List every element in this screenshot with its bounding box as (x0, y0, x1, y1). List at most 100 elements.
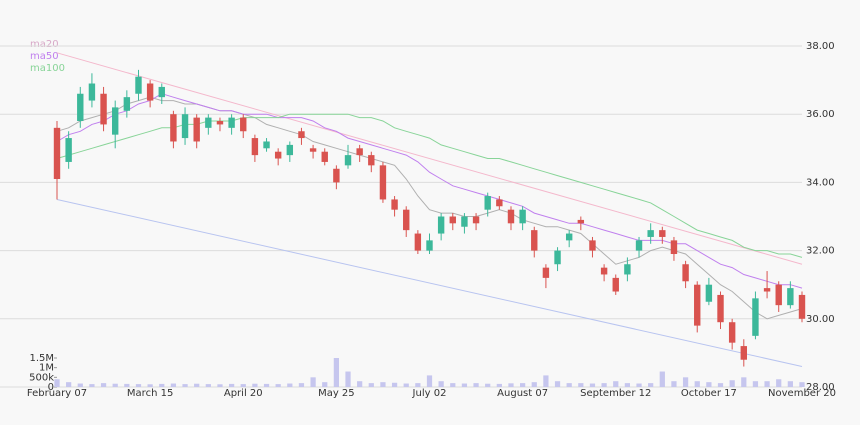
candle-body (403, 209, 410, 231)
volume-bar (391, 382, 398, 387)
candle-body (763, 288, 771, 292)
candle-body (100, 93, 107, 125)
volume-bar (636, 383, 642, 387)
candle-body (216, 121, 224, 125)
volume-bar (799, 382, 805, 387)
candle-body (135, 76, 142, 94)
candle-body (205, 117, 212, 128)
volume-bar (520, 383, 526, 387)
x-tick-label: September 12 (580, 388, 651, 399)
candle-body (240, 117, 247, 132)
candle-body (181, 114, 189, 139)
candle-body (368, 155, 375, 166)
volume-bar (613, 381, 619, 387)
legend-label: ma100 (30, 63, 65, 74)
candle-body (344, 155, 352, 166)
volume-bar (263, 383, 270, 387)
candle-body (752, 298, 759, 336)
candle-body (321, 151, 328, 162)
x-tick-label: July 02 (412, 388, 447, 399)
y-tick-label: 28.00 (806, 382, 835, 393)
trend-line (56, 198, 803, 368)
volume-bar (89, 384, 95, 387)
candle-body (193, 117, 200, 142)
volume-bar (217, 384, 223, 387)
candle-body (461, 216, 468, 227)
candle-body (298, 131, 305, 139)
y-tick-label: 30.00 (806, 314, 835, 325)
volume-bar (648, 383, 654, 387)
candle-body (309, 148, 317, 152)
volume-bar (112, 383, 118, 387)
volume-bar (275, 384, 281, 387)
volume-bar (228, 383, 235, 387)
ma-line (56, 93, 803, 289)
volume-bar (589, 383, 596, 387)
volume-bar (601, 383, 607, 387)
volume-bar (310, 377, 316, 387)
volume-bar (170, 383, 177, 387)
ma-line (56, 113, 803, 258)
volume-bar (415, 383, 421, 387)
candle-body (728, 322, 736, 343)
volume-bar (66, 382, 72, 387)
legend-label: ma50 (30, 51, 59, 62)
y-tick-label: 38.00 (806, 41, 835, 52)
volume-bar (531, 382, 537, 387)
volume-bar (764, 381, 770, 387)
candle-body (379, 165, 387, 200)
volume-bar (147, 384, 153, 387)
volume-bar (554, 381, 561, 387)
candle-body (507, 209, 515, 224)
x-tick-label: May 25 (318, 388, 355, 399)
candle-body (414, 233, 422, 251)
volume-bar (426, 375, 433, 387)
candle-body (484, 196, 491, 210)
candle-body (531, 230, 538, 251)
volume-bar (252, 383, 258, 387)
volume-tick-label: 0 (48, 382, 54, 393)
candle-body (624, 264, 631, 275)
candle-body (740, 346, 747, 360)
candle-body (600, 267, 608, 275)
volume-bar (182, 384, 188, 387)
volume-bar (729, 380, 735, 387)
candle-body (286, 144, 294, 156)
volume-bar (624, 383, 631, 387)
candle-body (112, 107, 119, 135)
candle-body (274, 151, 282, 159)
volume-bar (333, 358, 339, 387)
volume-bar (473, 383, 479, 387)
candle-body (705, 284, 713, 302)
y-tick-label: 34.00 (806, 177, 835, 188)
candle-body (158, 86, 165, 98)
volume-bar (368, 383, 374, 387)
volume-bar (543, 375, 549, 387)
volume-bar (124, 383, 130, 387)
y-tick-label: 32.00 (806, 246, 835, 257)
volume-bar (578, 383, 584, 387)
volume-bar (438, 381, 444, 387)
candle-body (123, 97, 131, 111)
volume-bar (77, 383, 83, 387)
candle-body (612, 277, 619, 292)
candle-body (77, 93, 84, 122)
volume-bar (461, 383, 468, 387)
volume-bar (159, 383, 165, 387)
volume-bar (682, 377, 689, 387)
volume-bar (357, 381, 363, 387)
candle-body (146, 83, 154, 101)
volume-bar (659, 371, 665, 387)
volume-bar (205, 384, 211, 387)
volume-tick-label: 1M (39, 363, 54, 374)
x-tick-label: April 20 (224, 388, 263, 399)
legend-label: ma20 (30, 39, 59, 50)
candle-body (659, 230, 666, 237)
candle-body (694, 284, 701, 326)
volume-bar (776, 379, 782, 387)
candle-body (798, 294, 806, 319)
candle-body (170, 114, 177, 142)
candle-body (519, 209, 526, 224)
candle-body (356, 148, 363, 156)
